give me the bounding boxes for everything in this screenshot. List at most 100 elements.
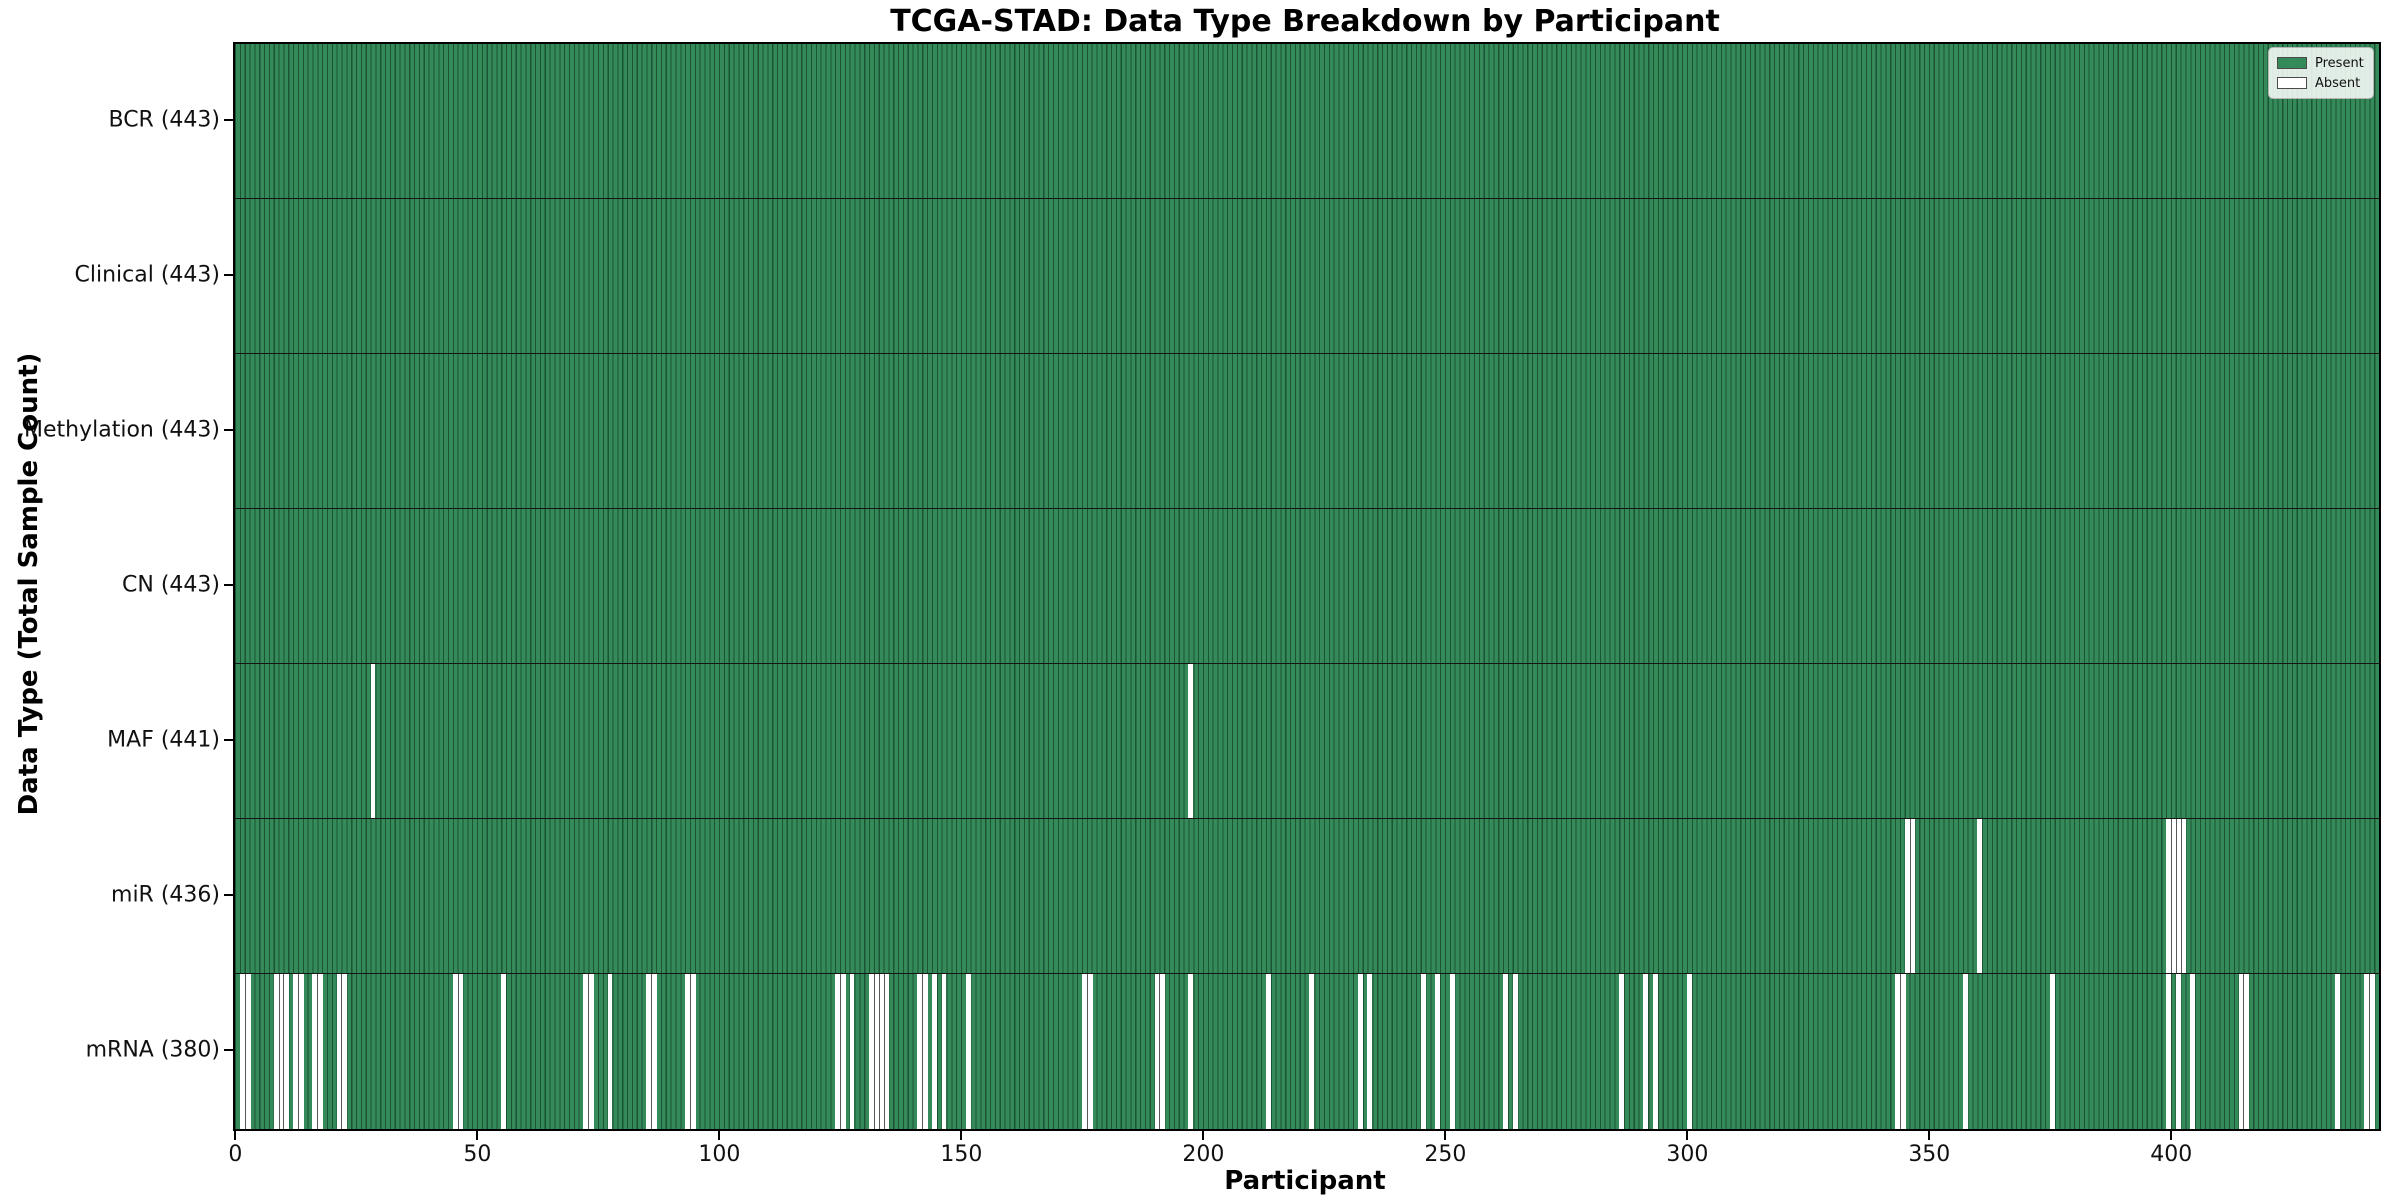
legend: Present Absent [2268,47,2374,99]
absent-bar [588,974,595,1129]
plot-area [233,42,2381,1131]
x-tick-mark [2170,1131,2173,1140]
absent-bar [2335,974,2341,1129]
absent-bar [607,974,613,1129]
absent-bar [341,974,348,1129]
x-tick-mark [234,1131,237,1140]
absent-bar [1686,974,1692,1129]
y-tick-label: BCR (443) [108,107,220,132]
heatmap-row-miR [235,819,2379,974]
legend-item-absent: Absent [2277,73,2365,93]
x-tick-label: 150 [940,1142,983,1167]
absent-swatch-icon [2277,77,2307,89]
x-tick-mark [960,1131,963,1140]
y-tick-mark [224,738,233,741]
absent-bar [1309,974,1315,1129]
y-tick-mark [224,118,233,121]
x-tick-label: 200 [1182,1142,1225,1167]
absent-bar [883,974,890,1129]
absent-bar [1977,819,1983,973]
absent-bar [1265,974,1271,1129]
absent-bar [1449,974,1455,1129]
absent-bar [1904,819,1910,973]
legend-item-present: Present [2277,53,2365,73]
absent-bar [312,974,318,1129]
absent-bar [1188,664,1194,818]
absent-bar [1159,974,1166,1129]
y-tick-label: Methylation (443) [24,417,220,442]
absent-bar [2170,819,2177,973]
absent-bar [2190,974,2196,1129]
present-swatch-icon [2277,57,2307,69]
absent-bar [839,974,846,1129]
absent-bar [965,974,971,1129]
absent-bar [501,974,506,1129]
absent-bar [457,974,464,1129]
absent-bar [1962,974,1968,1129]
absent-bar [1895,974,1900,1129]
absent-bar [917,974,923,1129]
x-tick-mark [718,1131,721,1140]
x-tick-label: 50 [463,1142,492,1167]
x-tick-mark [1202,1131,1205,1140]
legend-label-present: Present [2315,55,2364,71]
absent-bar [922,974,929,1129]
chart-title: TCGA-STAD: Data Type Breakdown by Partic… [890,4,1720,39]
y-tick-label: MAF (441) [107,727,220,752]
absent-bar [1081,974,1087,1129]
y-tick-label: Clinical (443) [74,262,220,287]
absent-bar [2243,974,2250,1129]
x-tick-label: 100 [698,1142,741,1167]
heatmap-row-CN [235,509,2379,664]
heatmap-row-Methylation [235,354,2379,509]
y-tick-label: miR (436) [111,882,220,907]
absent-bar [1357,974,1363,1129]
absent-bar [878,974,885,1129]
x-tick-mark [1686,1131,1689,1140]
y-tick-mark [224,583,233,586]
absent-bar [297,974,304,1129]
absent-bar [873,974,880,1129]
absent-bar [931,974,937,1129]
x-axis-label: Participant [1224,1166,1386,1196]
x-tick-label: 400 [2150,1142,2193,1167]
absent-bar [452,974,458,1129]
absent-bar [278,974,285,1129]
absent-bar [1086,974,1093,1129]
absent-bar [2238,974,2244,1129]
x-tick-label: 350 [1908,1142,1951,1167]
y-tick-mark [224,273,233,276]
absent-bar [1653,974,1658,1129]
absent-bar [1619,974,1624,1129]
absent-bar [583,974,589,1129]
y-axis-label: Data Type (Total Sample Count) [14,352,44,816]
absent-bar [273,974,279,1129]
y-tick-label: mRNA (380) [85,1037,220,1062]
absent-bar [336,974,342,1129]
x-tick-label: 250 [1424,1142,1467,1167]
y-tick-label: CN (443) [122,572,220,597]
y-tick-mark [224,428,233,431]
absent-bar [651,974,658,1129]
absent-bar [2166,819,2171,973]
absent-bar [1909,819,1916,973]
absent-bar [1420,974,1426,1129]
absent-bar [849,974,855,1129]
absent-bar [1435,974,1441,1129]
absent-bar [2175,974,2181,1129]
absent-bar [1367,974,1373,1129]
absent-bar [685,974,690,1129]
heatmap-row-MAF [235,664,2379,819]
x-tick-mark [1444,1131,1447,1140]
x-tick-label: 0 [228,1142,243,1167]
absent-bar [2166,974,2171,1129]
absent-bar [317,974,324,1129]
absent-bar [1503,974,1508,1129]
absent-bar [2175,819,2182,973]
heatmap-row-Clinical [235,199,2379,354]
absent-bar [2049,974,2055,1129]
absent-bar [646,974,652,1129]
absent-bar [869,974,874,1129]
y-tick-mark [224,893,233,896]
